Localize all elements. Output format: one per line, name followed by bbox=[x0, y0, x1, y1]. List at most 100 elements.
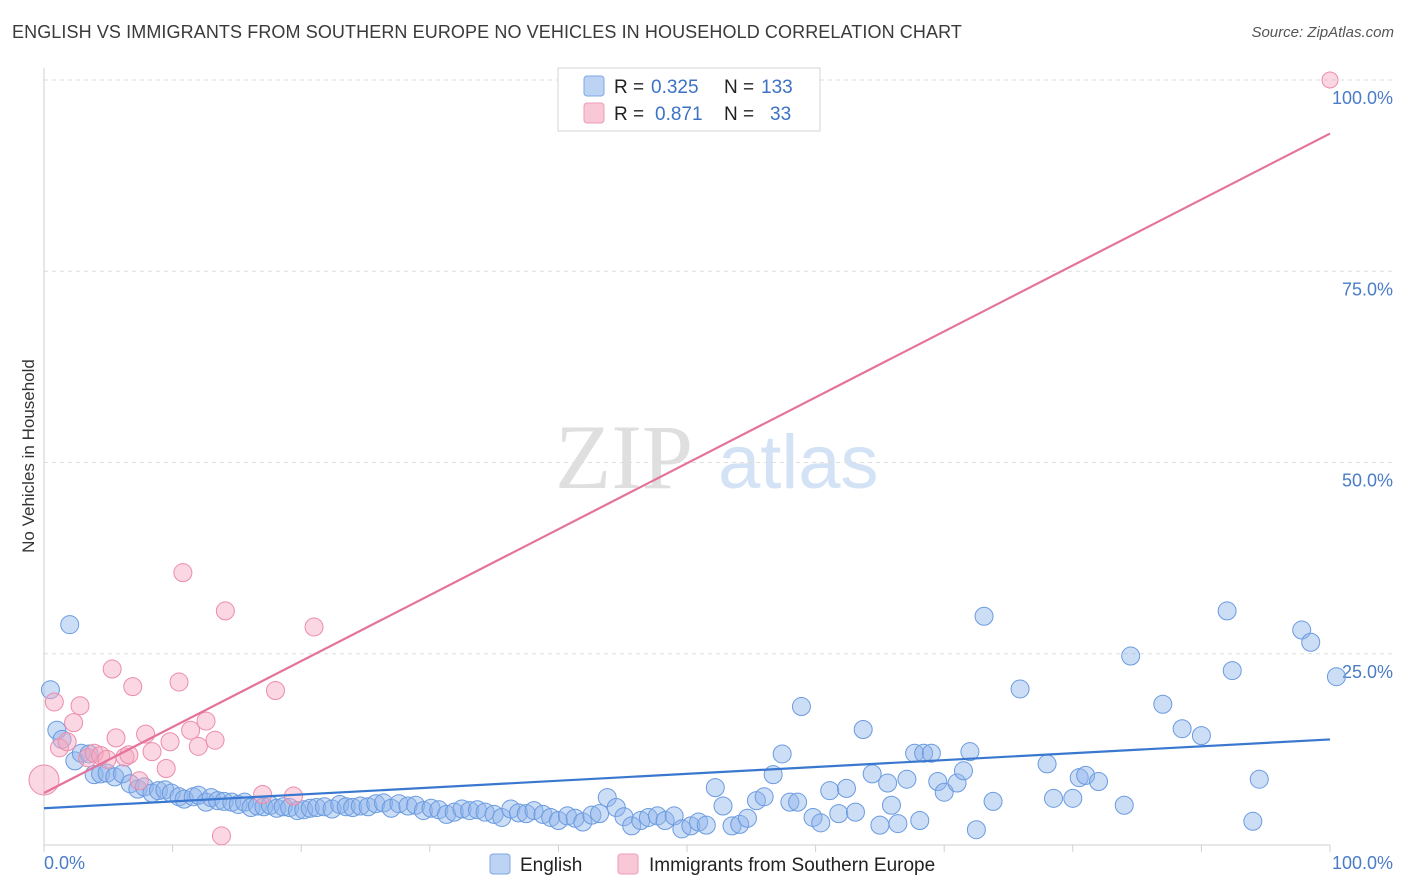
point-0-129 bbox=[1044, 788, 1064, 808]
trend-line-1 bbox=[43, 132, 1331, 794]
point-0-92 bbox=[722, 816, 742, 836]
bottom-legend-swatch-english bbox=[489, 853, 511, 875]
point-0-48 bbox=[366, 794, 386, 814]
point-0-47 bbox=[358, 797, 378, 817]
point-0-60 bbox=[460, 801, 480, 821]
point-1-26 bbox=[211, 826, 231, 846]
point-0-108 bbox=[853, 719, 873, 739]
point-1-18 bbox=[156, 759, 176, 778]
point-0-44 bbox=[336, 797, 356, 817]
point-0-106 bbox=[836, 778, 856, 798]
point-1-11 bbox=[102, 659, 122, 679]
point-0-123 bbox=[960, 742, 980, 762]
y-axis-label: No Vehicles in Household bbox=[19, 359, 38, 553]
point-1-9 bbox=[97, 749, 117, 769]
point-0-88 bbox=[689, 812, 709, 832]
point-0-125 bbox=[974, 606, 994, 626]
chart-title: ENGLISH VS IMMIGRANTS FROM SOUTHERN EURO… bbox=[12, 22, 962, 42]
point-0-66 bbox=[509, 803, 529, 823]
point-0-80 bbox=[622, 816, 642, 836]
trend-line-0 bbox=[43, 738, 1331, 810]
point-0-107 bbox=[845, 802, 865, 822]
legend-n-value-english: 133 bbox=[761, 77, 793, 98]
point-0-145 bbox=[1326, 667, 1346, 687]
point-1-0 bbox=[28, 764, 60, 796]
legend-n-label-1: N = bbox=[724, 77, 754, 98]
point-0-101 bbox=[791, 697, 811, 717]
point-0-124 bbox=[966, 820, 986, 840]
point-0-142 bbox=[1249, 769, 1269, 789]
watermark: ZIP atlas bbox=[555, 406, 879, 508]
point-0-76 bbox=[590, 804, 610, 824]
point-0-109 bbox=[862, 764, 882, 784]
point-0-57 bbox=[437, 804, 457, 824]
point-0-134 bbox=[1114, 795, 1134, 815]
point-0-41 bbox=[314, 797, 334, 817]
legend-r-label-1: R = bbox=[614, 77, 644, 98]
y-tick-label-25: 25.0% bbox=[1342, 662, 1393, 682]
point-0-90 bbox=[705, 778, 725, 798]
series-1-points bbox=[28, 71, 1339, 846]
point-0-118 bbox=[921, 743, 941, 763]
point-0-58 bbox=[444, 802, 464, 822]
point-0-141 bbox=[1243, 811, 1263, 831]
legend-swatch-english bbox=[583, 75, 605, 97]
point-0-46 bbox=[350, 796, 370, 816]
point-1-31 bbox=[304, 617, 324, 637]
point-1-27 bbox=[215, 601, 235, 621]
point-0-116 bbox=[910, 811, 930, 831]
x-tick-label-min: 0.0% bbox=[44, 853, 85, 873]
watermark-zip: ZIP bbox=[555, 406, 693, 508]
point-0-11 bbox=[112, 764, 132, 784]
point-0-139 bbox=[1217, 601, 1237, 621]
point-0-84 bbox=[655, 811, 675, 831]
point-0-127 bbox=[1010, 679, 1030, 699]
point-0-133 bbox=[1089, 772, 1109, 792]
bottom-legend-label-english: English bbox=[520, 855, 582, 876]
point-0-35 bbox=[273, 797, 293, 817]
point-1-22 bbox=[181, 720, 201, 740]
point-0-138 bbox=[1191, 726, 1211, 746]
point-1-20 bbox=[169, 672, 189, 692]
point-1-21 bbox=[173, 563, 193, 583]
legend-r-value-english: 0.325 bbox=[651, 77, 699, 98]
point-0-111 bbox=[878, 773, 898, 793]
y-tick-label-75: 75.0% bbox=[1342, 279, 1393, 299]
point-0-112 bbox=[881, 795, 901, 815]
data-points bbox=[28, 71, 1346, 846]
point-1-2 bbox=[49, 738, 69, 758]
point-0-59 bbox=[452, 799, 472, 819]
point-0-135 bbox=[1121, 646, 1141, 666]
point-0-137 bbox=[1172, 719, 1192, 739]
point-0-45 bbox=[343, 798, 363, 818]
point-0-98 bbox=[772, 744, 792, 764]
point-0-70 bbox=[541, 807, 561, 827]
point-0-99 bbox=[780, 792, 800, 812]
x-tick-label-max: 100.0% bbox=[1332, 853, 1393, 873]
point-1-15 bbox=[129, 771, 149, 791]
point-1-23 bbox=[188, 736, 208, 756]
point-0-100 bbox=[788, 792, 808, 812]
point-0-36 bbox=[280, 798, 300, 818]
point-0-144 bbox=[1301, 632, 1321, 652]
legend-n-value-immigrants: 33 bbox=[770, 104, 791, 125]
point-0-40 bbox=[307, 798, 327, 818]
point-1-4 bbox=[64, 713, 84, 733]
point-1-28 bbox=[253, 785, 273, 805]
point-1-19 bbox=[160, 732, 180, 752]
correlation-legend: R = 0.325 N = 133 R = 0.871 N = 33 bbox=[557, 67, 821, 132]
point-1-29 bbox=[265, 680, 285, 700]
point-0-136 bbox=[1153, 694, 1173, 714]
point-0-67 bbox=[516, 804, 536, 824]
point-1-10 bbox=[106, 728, 126, 748]
point-1-17 bbox=[142, 742, 162, 762]
point-0-39 bbox=[300, 798, 320, 818]
legend-r-value-immigrants: 0.871 bbox=[655, 104, 703, 125]
point-0-113 bbox=[888, 814, 908, 834]
point-0-96 bbox=[754, 787, 774, 807]
point-0-126 bbox=[983, 791, 1003, 811]
point-1-5 bbox=[70, 696, 90, 716]
point-0-104 bbox=[820, 781, 840, 801]
point-0-91 bbox=[713, 796, 733, 816]
